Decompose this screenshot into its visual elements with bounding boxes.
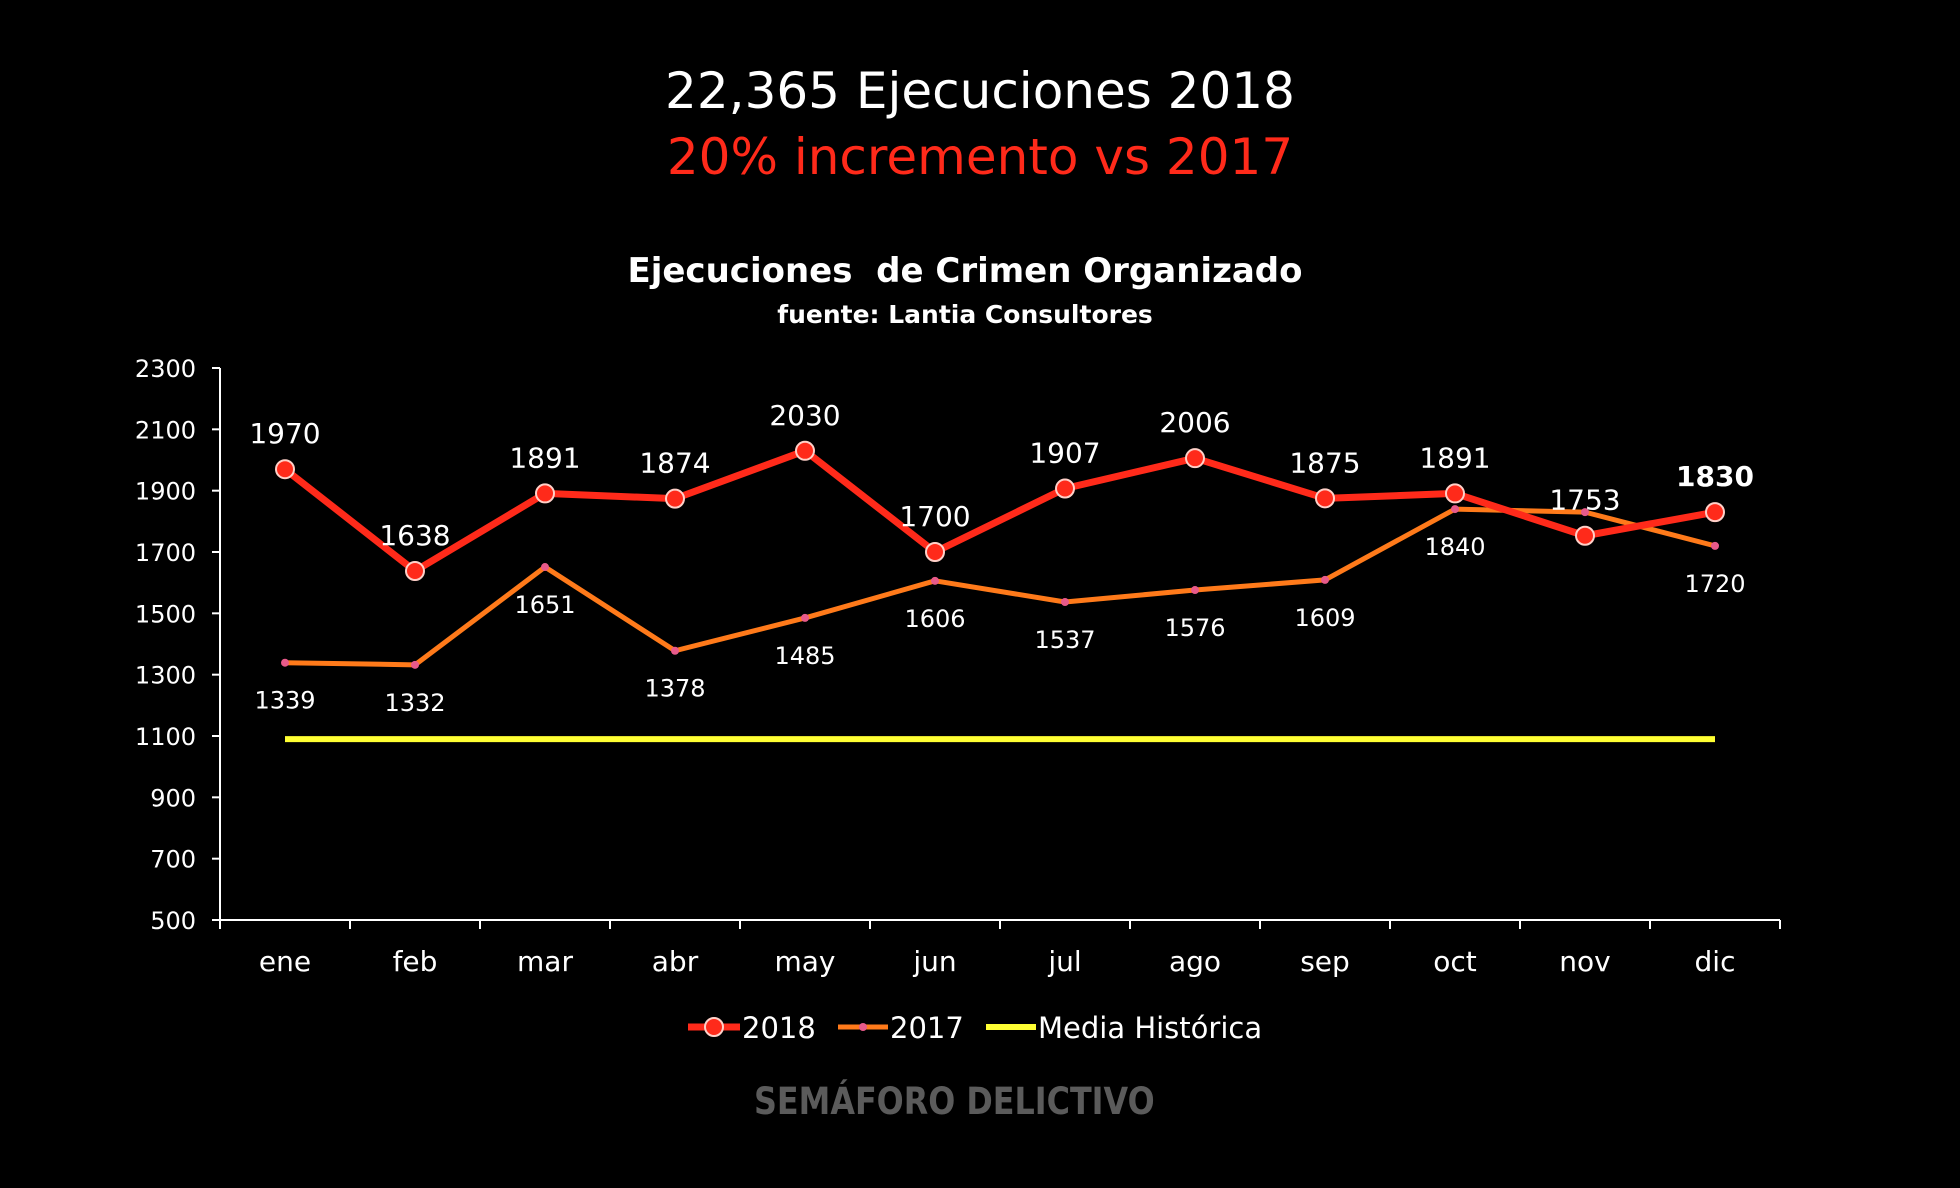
- legend-2017-label: 2017: [890, 1011, 964, 1045]
- series-2017-point: [411, 660, 419, 669]
- x-tick-label: oct: [1433, 945, 1477, 978]
- x-tick-label: mar: [517, 945, 573, 978]
- series-2018-line: [282, 447, 1716, 575]
- x-tick-label: ago: [1169, 945, 1221, 978]
- series-2017-line: [284, 506, 1716, 668]
- series-2017-point: [1711, 541, 1719, 550]
- series-2017-data-label: 1576: [1164, 614, 1225, 642]
- series-2017-point: [541, 563, 549, 572]
- headline-title: 22,365 Ejecuciones 2018: [665, 62, 1295, 120]
- series-2017-data-label: 1378: [644, 675, 705, 703]
- series-2018-data-label: 2030: [769, 399, 840, 432]
- series-2018-data-label: 1638: [379, 519, 450, 552]
- series-2017-point: [281, 658, 289, 667]
- series-2017-point: [1581, 508, 1589, 517]
- legend-2018-swatch-marker: [704, 1017, 724, 1037]
- y-tick-label: 1700: [135, 539, 196, 567]
- x-tick-label: sep: [1300, 945, 1350, 978]
- y-tick-label: 2300: [135, 355, 196, 383]
- legend-2017-swatch-marker: [859, 1023, 867, 1031]
- series-2018-point: [405, 561, 425, 582]
- series-2017-point: [1451, 505, 1459, 514]
- chart-series: 1339 1332 1651 1378 1485 1606 1537 1576 1609 1840…: [249, 399, 1754, 743]
- series-2018-data-label: 1891: [1419, 441, 1490, 474]
- series-2018-point: [275, 459, 295, 480]
- legend-media-label: Media Histórica: [1038, 1011, 1262, 1045]
- series-2018-data-label: 2006: [1159, 406, 1230, 439]
- series-2018-point: [535, 483, 555, 504]
- x-tick-label: feb: [393, 945, 438, 978]
- x-tick-label: abr: [652, 945, 699, 978]
- series-2018-data-label: 1907: [1029, 437, 1100, 470]
- series-2018-point: [1705, 502, 1725, 523]
- chart-title: Ejecuciones de Crimen Organizado: [627, 251, 1302, 291]
- y-tick-label: 2100: [135, 416, 196, 444]
- y-tick-label: 1900: [135, 478, 196, 506]
- x-tick-label: ene: [259, 945, 311, 978]
- series-2018-data-label: 1874: [639, 447, 710, 480]
- x-tick-label: jul: [1047, 945, 1081, 978]
- chart-legend: 2018 2017 Media Histórica: [688, 1011, 1262, 1045]
- series-2017-point: [801, 613, 809, 622]
- logo-wordmark: SEMÁFORO DELICTIVO: [754, 1079, 1155, 1123]
- series-2018-point: [665, 488, 685, 509]
- series-2018-data-label: 1875: [1289, 446, 1360, 479]
- x-tick-label: may: [774, 945, 835, 978]
- series-2017-point: [1191, 586, 1199, 595]
- series-2018-point: [1575, 525, 1595, 546]
- legend-2018-label: 2018: [742, 1011, 816, 1045]
- y-tick-label: 900: [150, 784, 196, 812]
- series-2017-data-label: 1485: [774, 642, 835, 670]
- series-2017-data-label: 1606: [904, 605, 965, 633]
- y-tick-label: 500: [150, 907, 196, 935]
- series-2018-data-label: 1891: [509, 441, 580, 474]
- series-2018-point: [1185, 448, 1205, 469]
- x-tick-label: dic: [1695, 945, 1736, 978]
- x-tick-label: jun: [912, 945, 956, 978]
- series-2017-data-label: 1840: [1424, 533, 1485, 561]
- series-2017-data-label: 1339: [254, 687, 315, 715]
- series-2018-point: [795, 440, 815, 461]
- series-2017-data-label: 1609: [1294, 604, 1355, 632]
- y-tick-label: 700: [150, 846, 196, 874]
- series-2018-data-label: 1753: [1549, 484, 1620, 517]
- y-tick-label: 1100: [135, 723, 196, 751]
- series-2017-data-label: 1537: [1034, 626, 1095, 654]
- series-2017-point: [931, 576, 939, 585]
- x-tick-label: nov: [1559, 945, 1610, 978]
- series-2018-data-label: 1830: [1676, 460, 1754, 493]
- chart-subtitle: fuente: Lantia Consultores: [777, 300, 1153, 329]
- series-2017-point: [1321, 575, 1329, 584]
- series-2018-data-label: 1700: [899, 500, 970, 533]
- headline-subtitle: 20% incremento vs 2017: [666, 128, 1294, 186]
- series-2017-data-label: 1332: [384, 689, 445, 717]
- series-2017-point: [1061, 597, 1069, 606]
- series-2017-point: [671, 646, 679, 655]
- series-2018-point: [1055, 478, 1075, 499]
- series-2018-point: [1315, 488, 1335, 509]
- y-tick-label: 1300: [135, 662, 196, 690]
- series-2017-data-label: 1720: [1684, 570, 1745, 598]
- chart-axes: 500 700 900 1100 1300 1500 1700 1900 2100 2300 ene…: [135, 355, 1781, 978]
- series-2017-data-label: 1651: [514, 591, 575, 619]
- series-2018-point: [925, 542, 945, 562]
- series-2018-point: [1445, 483, 1465, 504]
- series-2018-data-label: 1970: [249, 417, 320, 450]
- y-tick-label: 1500: [135, 600, 196, 628]
- semaforo-logo: SEMÁFORO DELICTIVO: [740, 1058, 1200, 1144]
